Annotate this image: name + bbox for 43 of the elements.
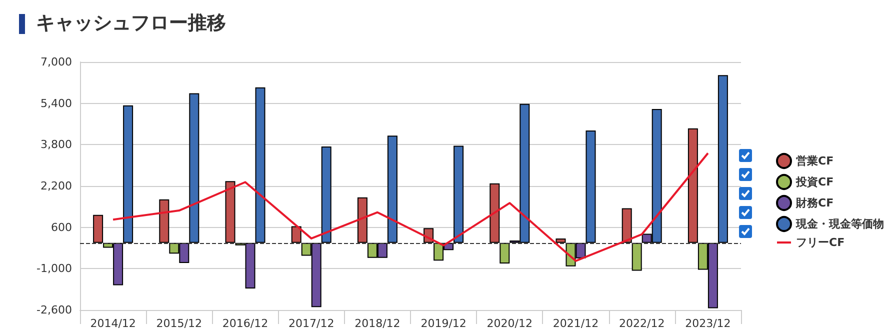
y-tick-label: -2,600 [36,304,72,316]
bar [688,128,698,243]
y-tick-label: 7,000 [40,56,72,68]
x-tick-label: 2015/12 [156,317,202,330]
chart-title: キャッシュフロー推移 [36,11,226,36]
x-tick-label: 2023/12 [685,317,731,330]
bar [123,105,134,243]
legend-label: 営業CF [796,154,834,168]
bar [500,242,510,264]
bar [225,181,236,243]
x-tick-label: 2019/12 [420,317,466,330]
bar [632,242,642,271]
x-tick-label: 2020/12 [486,317,532,330]
bar [490,183,500,243]
bar [454,146,464,243]
bar [93,214,104,243]
y-tick-label: 3,800 [40,138,72,152]
bar [321,146,332,243]
line-series [112,152,709,262]
x-tick-label: 2017/12 [288,317,334,330]
bar [159,199,170,243]
y-tick-label: 2,200 [40,180,72,192]
bar [387,136,398,243]
x-tick-label: 2022/12 [619,317,665,330]
legend-label: フリーCF [796,236,845,249]
y-tick-label: 600 [51,220,72,234]
bar [291,226,302,243]
bar [357,197,368,243]
bar [718,75,728,243]
x-tick-label: 2018/12 [354,317,400,330]
x-tick-label: 2014/12 [90,317,136,330]
bar [586,130,596,243]
bar [556,238,566,243]
x-tick-label: 2021/12 [552,317,599,330]
legend-label: 現金・現金等価物 [795,218,884,230]
legend-label: 投資CF [795,176,834,188]
bar [255,87,266,243]
y-tick-label: -1,000 [36,262,72,276]
y-tick-label: 5,400 [40,96,72,110]
bar [622,208,632,243]
bar [189,93,200,243]
legend-label: 財務CF [795,196,834,210]
x-tick-label: 2016/12 [222,317,268,330]
